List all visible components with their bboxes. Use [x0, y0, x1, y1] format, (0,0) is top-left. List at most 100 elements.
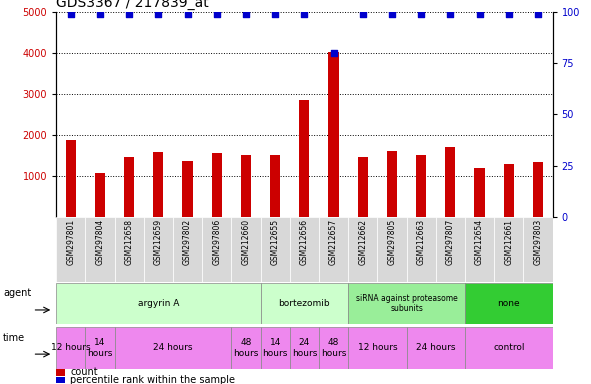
- Bar: [319, 327, 348, 369]
- Bar: [358, 157, 368, 217]
- Bar: [56, 217, 85, 282]
- Bar: [348, 217, 378, 282]
- Bar: [115, 217, 144, 282]
- Text: bortezomib: bortezomib: [278, 299, 330, 308]
- Bar: [465, 327, 553, 369]
- Text: GSM212656: GSM212656: [300, 219, 309, 265]
- Point: [95, 10, 105, 17]
- Text: GSM297801: GSM297801: [66, 219, 75, 265]
- Bar: [241, 155, 251, 217]
- Point: [241, 10, 251, 17]
- Text: argyrin A: argyrin A: [138, 299, 179, 308]
- Text: GSM212658: GSM212658: [125, 219, 134, 265]
- Text: GSM212663: GSM212663: [417, 219, 426, 265]
- Point: [212, 10, 222, 17]
- Text: GSM297803: GSM297803: [534, 219, 543, 265]
- Bar: [407, 217, 436, 282]
- Text: siRNA against proteasome
subunits: siRNA against proteasome subunits: [356, 294, 457, 313]
- Bar: [475, 168, 485, 217]
- Bar: [524, 217, 553, 282]
- Bar: [231, 327, 261, 369]
- Text: 24 hours: 24 hours: [416, 343, 456, 353]
- Text: GSM212660: GSM212660: [242, 219, 251, 265]
- Bar: [56, 369, 65, 376]
- Point: [387, 10, 397, 17]
- Point: [533, 10, 543, 17]
- Bar: [290, 327, 319, 369]
- Point: [358, 10, 368, 17]
- Text: GSM212654: GSM212654: [475, 219, 484, 265]
- Point: [125, 10, 134, 17]
- Point: [154, 10, 163, 17]
- Bar: [85, 217, 115, 282]
- Bar: [387, 151, 397, 217]
- Text: count: count: [70, 367, 98, 377]
- Text: GSM212655: GSM212655: [271, 219, 280, 265]
- Bar: [436, 217, 465, 282]
- Bar: [231, 217, 261, 282]
- Bar: [85, 327, 115, 369]
- Text: time: time: [3, 333, 25, 343]
- Bar: [212, 154, 222, 217]
- Point: [300, 10, 309, 17]
- Text: agent: agent: [3, 288, 31, 298]
- Bar: [416, 155, 426, 217]
- Text: GSM297805: GSM297805: [388, 219, 397, 265]
- Bar: [348, 327, 407, 369]
- Text: GSM212657: GSM212657: [329, 219, 338, 265]
- Text: GSM212659: GSM212659: [154, 219, 163, 265]
- Bar: [56, 377, 65, 383]
- Bar: [533, 162, 543, 217]
- Bar: [465, 283, 553, 324]
- Text: percentile rank within the sample: percentile rank within the sample: [70, 375, 235, 384]
- Text: GSM297804: GSM297804: [96, 219, 105, 265]
- Bar: [153, 152, 164, 217]
- Text: 12 hours: 12 hours: [51, 343, 90, 353]
- Bar: [124, 157, 134, 217]
- Text: none: none: [498, 299, 520, 308]
- Bar: [329, 52, 339, 217]
- Bar: [319, 217, 348, 282]
- Bar: [66, 140, 76, 217]
- Bar: [465, 217, 494, 282]
- Text: GSM212661: GSM212661: [504, 219, 513, 265]
- Bar: [56, 327, 85, 369]
- Bar: [183, 161, 193, 217]
- Text: 48
hours: 48 hours: [233, 338, 259, 358]
- Bar: [115, 327, 231, 369]
- Bar: [202, 217, 231, 282]
- Text: GSM297807: GSM297807: [446, 219, 455, 265]
- Bar: [504, 164, 514, 217]
- Bar: [299, 100, 310, 217]
- Point: [329, 50, 338, 56]
- Bar: [348, 283, 465, 324]
- Text: 48
hours: 48 hours: [321, 338, 346, 358]
- Bar: [173, 217, 202, 282]
- Text: GSM212662: GSM212662: [358, 219, 367, 265]
- Bar: [95, 172, 105, 217]
- Text: GDS3367 / 217839_at: GDS3367 / 217839_at: [56, 0, 209, 10]
- Text: GSM297802: GSM297802: [183, 219, 192, 265]
- Point: [271, 10, 280, 17]
- Bar: [270, 155, 280, 217]
- Point: [504, 10, 514, 17]
- Text: 24
hours: 24 hours: [292, 338, 317, 358]
- Bar: [494, 217, 524, 282]
- Text: control: control: [493, 343, 525, 353]
- Point: [475, 10, 484, 17]
- Bar: [378, 217, 407, 282]
- Bar: [261, 217, 290, 282]
- Bar: [261, 327, 290, 369]
- Point: [183, 10, 192, 17]
- Bar: [144, 217, 173, 282]
- Bar: [407, 327, 465, 369]
- Point: [66, 10, 76, 17]
- Text: 14
hours: 14 hours: [87, 338, 113, 358]
- Point: [417, 10, 426, 17]
- Text: 14
hours: 14 hours: [262, 338, 288, 358]
- Bar: [261, 283, 348, 324]
- Bar: [445, 147, 456, 217]
- Text: 24 hours: 24 hours: [153, 343, 193, 353]
- Bar: [56, 283, 261, 324]
- Bar: [290, 217, 319, 282]
